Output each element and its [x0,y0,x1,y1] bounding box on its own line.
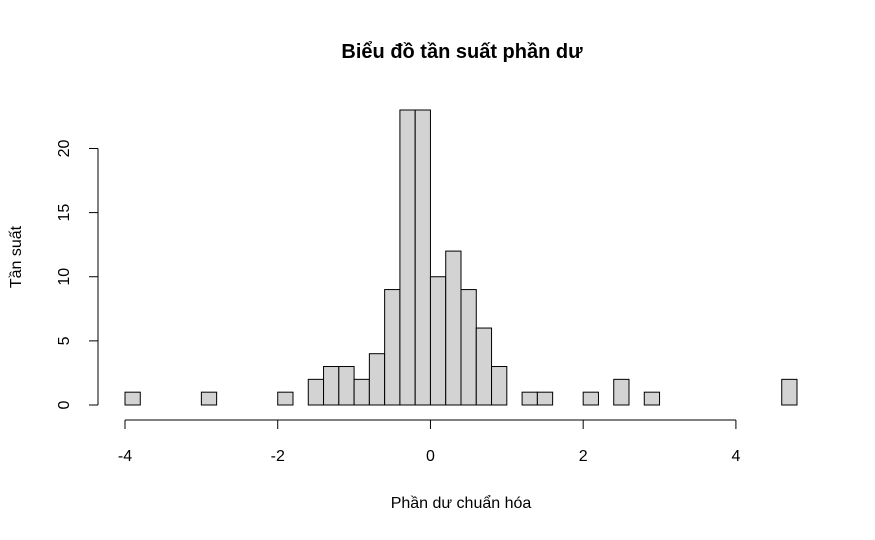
histogram-bar [491,366,508,406]
y-axis-label: Tần suất [8,225,25,288]
histogram-bar [429,276,447,406]
bars-group [124,109,798,406]
x-axis-label: Phần dư chuẩn hóa [391,494,532,512]
histogram-bar [323,366,340,406]
histogram-bar [200,391,218,406]
histogram-bar [643,391,661,406]
y-axis: 0 5 10 15 20 [56,139,99,409]
histogram-bar [338,366,355,406]
histogram-bar [368,353,386,406]
histogram-bar [277,391,294,406]
x-tick-label: 0 [426,448,435,465]
histogram-bar [781,378,798,406]
x-tick-label: -2 [271,448,285,465]
x-axis: -4 -2 0 2 4 [118,419,740,465]
x-tick-label: -4 [118,448,132,465]
y-tick-label: 20 [56,139,73,157]
histogram-bar [353,378,370,406]
y-tick-label: 0 [56,400,73,409]
x-tick-label: 2 [579,448,588,465]
histogram-bar [414,109,431,406]
histogram-bar [384,289,401,406]
chart-title: Biểu đồ tần suất phần dư [341,41,583,63]
histogram-bar [521,391,538,406]
histogram-bar [124,391,141,406]
histogram-bar [445,250,462,406]
histogram-bar [307,378,325,406]
y-tick-label: 15 [56,204,73,222]
histogram-bar [582,391,599,406]
x-tick-label: 4 [731,448,740,465]
histogram-bar [536,391,554,406]
y-tick-label: 10 [56,268,73,286]
histogram-bar [475,327,493,406]
histogram-bar [460,289,477,406]
histogram-bar [399,109,416,406]
histogram-bar [613,378,630,406]
y-tick-label: 5 [56,336,73,345]
